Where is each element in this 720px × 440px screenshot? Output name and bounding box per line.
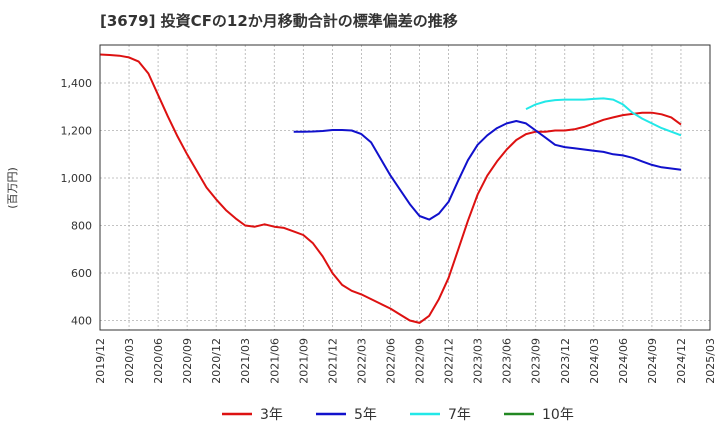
y-tick-label: 600 bbox=[71, 267, 92, 280]
legend-label: 5年 bbox=[354, 407, 377, 423]
x-tick-label: 2023/09 bbox=[530, 338, 543, 384]
chart-title: [3679] 投資CFの12か月移動合計の標準偏差の推移 bbox=[100, 12, 458, 30]
x-tick-label: 2023/03 bbox=[472, 338, 485, 384]
y-tick-label: 800 bbox=[71, 220, 92, 233]
legend-label: 3年 bbox=[260, 407, 283, 423]
series-line-3年 bbox=[99, 53, 682, 324]
y-tick-label: 1,200 bbox=[61, 125, 93, 138]
series-layer bbox=[99, 53, 682, 324]
x-tick-labels: 2019/12 2020/03 2020/06 2020/09 2020/12 2021/… bbox=[94, 338, 717, 384]
x-tick-label: 2024/09 bbox=[646, 338, 659, 384]
y-tick-label: 1,000 bbox=[61, 172, 93, 185]
x-tick-label: 2021/12 bbox=[326, 338, 339, 384]
series-line-5年 bbox=[293, 120, 682, 221]
plot-frame bbox=[99, 44, 711, 331]
y-tick-labels: 400 600 800 1,000 1,200 1,400 bbox=[61, 77, 93, 328]
series-line-7年 bbox=[525, 97, 682, 137]
y-tick-label: 1,400 bbox=[61, 77, 93, 90]
x-tick-label: 2023/06 bbox=[501, 338, 514, 384]
x-tick-label: 2020/12 bbox=[210, 338, 223, 384]
x-tick-label: 2020/09 bbox=[181, 338, 194, 384]
grid-layer bbox=[99, 45, 711, 330]
legend-label: 7年 bbox=[448, 407, 471, 423]
x-tick-label: 2021/03 bbox=[239, 338, 252, 384]
x-tick-label: 2024/06 bbox=[617, 338, 630, 384]
x-tick-label: 2020/06 bbox=[152, 338, 165, 384]
x-tick-label: 2019/12 bbox=[94, 338, 107, 384]
y-tick-label: 400 bbox=[71, 315, 92, 328]
x-tick-label: 2021/06 bbox=[268, 338, 281, 384]
x-tick-label: 2023/12 bbox=[559, 338, 572, 384]
x-tick-label: 2022/09 bbox=[414, 338, 427, 384]
x-tick-label: 2022/03 bbox=[355, 338, 368, 384]
legend: 3年 5年 7年 10年 bbox=[222, 407, 574, 423]
x-tick-label: 2025/03 bbox=[704, 338, 717, 384]
x-tick-label: 2024/12 bbox=[675, 338, 688, 384]
legend-label: 10年 bbox=[542, 407, 574, 423]
y-axis-label: (百万円) bbox=[6, 167, 19, 209]
x-tick-label: 2022/12 bbox=[443, 338, 456, 384]
x-tick-label: 2021/09 bbox=[297, 338, 310, 384]
x-tick-label: 2022/06 bbox=[384, 338, 397, 384]
x-tick-label: 2024/03 bbox=[588, 338, 601, 384]
x-tick-label: 2020/03 bbox=[123, 338, 136, 384]
